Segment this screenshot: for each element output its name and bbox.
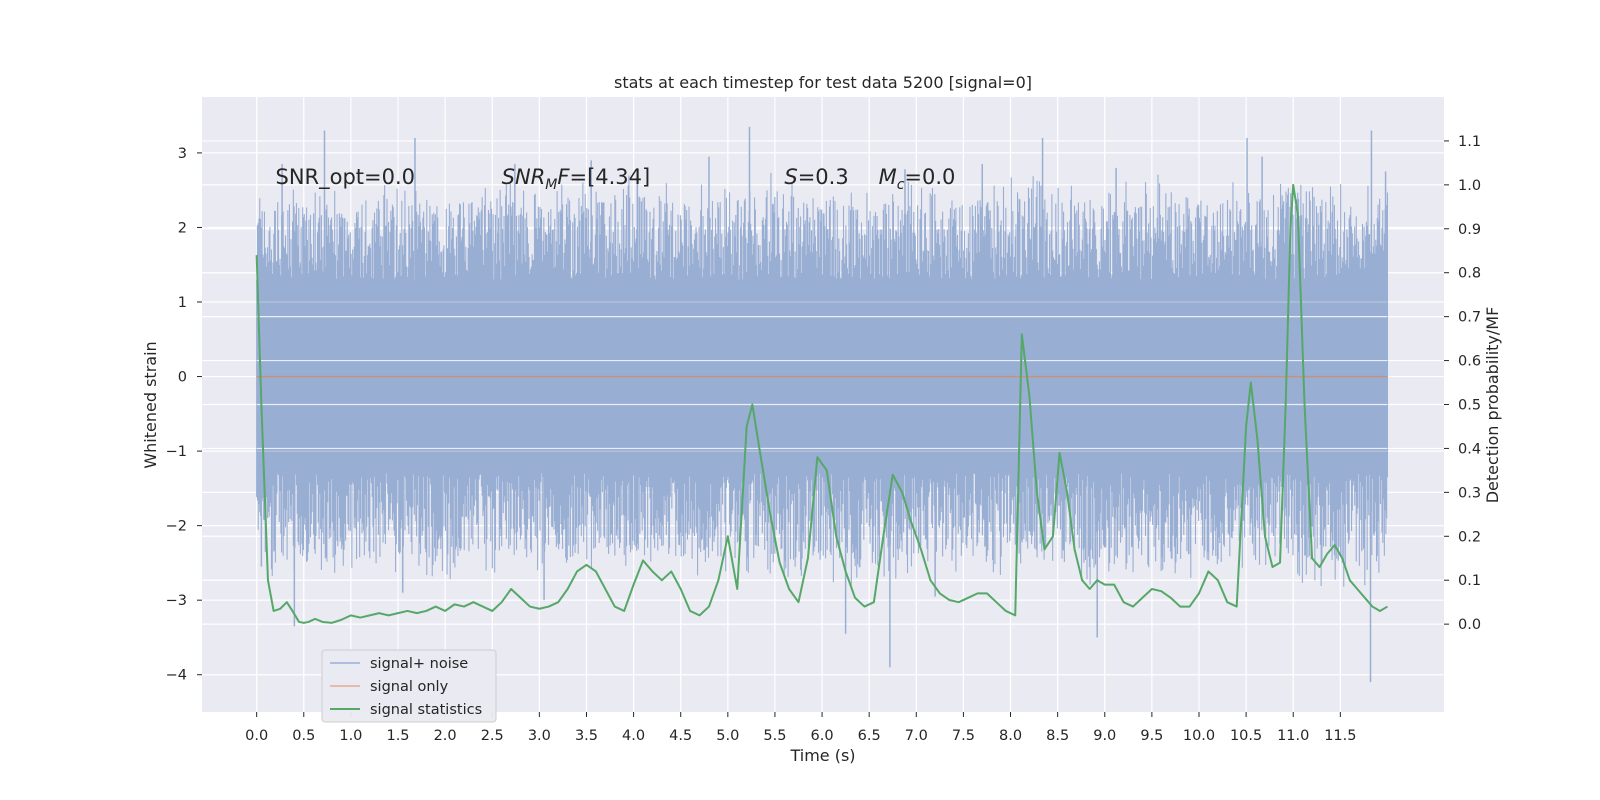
y-left-tick-label: −1 (166, 444, 187, 460)
x-tick-label: 7.0 (905, 728, 928, 744)
signal-statistics-line (255, 183, 1388, 624)
series-signal-statistics (255, 183, 1388, 624)
x-tick-label: 3.0 (528, 728, 551, 744)
annotation-text: SNR_opt=0.0 (276, 165, 416, 190)
y-left-tick-label: 0 (178, 370, 187, 386)
y-right-tick-label: 1.1 (1458, 134, 1481, 150)
y-left-tick-label: 1 (178, 295, 187, 311)
annotation-text: S=0.3 (784, 165, 848, 189)
y-right-tick-label: 0.1 (1458, 573, 1481, 589)
x-tick-label: 6.5 (858, 728, 881, 744)
y-right-tick-label: 0.7 (1458, 310, 1481, 326)
x-tick-label: 10.5 (1230, 728, 1262, 744)
y-right-tick-label: 0.8 (1458, 266, 1481, 282)
x-tick-label: 3.5 (575, 728, 598, 744)
legend-box (321, 649, 497, 723)
x-tick-label: 2.0 (434, 728, 457, 744)
x-tick-label: 7.5 (952, 728, 975, 744)
y-right-tick-label: 0.5 (1458, 398, 1481, 414)
y-right-tick-label: 0.2 (1458, 529, 1481, 545)
x-tick-label: 5.5 (763, 728, 786, 744)
y-left-tick-label: −3 (166, 593, 187, 609)
y-right-tick-label: 0.9 (1458, 222, 1481, 238)
legend: signal+ noise signal only signal statist… (321, 649, 497, 723)
legend-label-signal-only: signal only (370, 679, 449, 695)
x-tick-label: 4.0 (622, 728, 645, 744)
x-tick-label: 11.0 (1277, 728, 1309, 744)
x-tick-label: 10.0 (1183, 728, 1215, 744)
x-tick-label: 6.0 (811, 728, 834, 744)
legend-label-signal-statistics: signal statistics (370, 702, 482, 718)
y-left-tick-label: −4 (166, 668, 187, 684)
y-right-tick-label: 0.3 (1458, 485, 1481, 501)
y-left-tick-label: 2 (178, 220, 187, 236)
x-tick-label: 5.0 (716, 728, 739, 744)
x-tick-label: 11.5 (1324, 728, 1356, 744)
x-tick-label: 1.0 (339, 728, 362, 744)
annotation-text: SNRMF=[4.34] (502, 165, 651, 193)
x-tick-label: 8.5 (1046, 728, 1069, 744)
x-tick-label: 2.5 (481, 728, 504, 744)
y-right-axis-label: Detection probability/MF (1483, 307, 1502, 504)
x-tick-label: 1.5 (386, 728, 409, 744)
x-axis-ticks: 0.0 0.5 1.0 1.5 2.0 2.5 3.0 3.5 4.0 4.5 5.0 5.5 6.0 6… (245, 712, 1356, 744)
y-left-tick-label: 3 (178, 146, 187, 162)
x-tick-label: 9.5 (1140, 728, 1163, 744)
y-right-axis-ticks: 1.1 1.0 0.9 0.8 0.7 0.6 0.5 0.4 0.3 0.2 0.1 0.0 (1444, 134, 1481, 633)
legend-label-signal-noise: signal+ noise (370, 656, 468, 672)
x-tick-label: 9.0 (1093, 728, 1116, 744)
x-tick-label: 8.0 (999, 728, 1022, 744)
chart-title: stats at each timestep for test data 520… (614, 73, 1032, 92)
x-tick-label: 0.5 (292, 728, 315, 744)
y-right-tick-label: 0.4 (1458, 441, 1481, 457)
y-left-axis-label: Whitened strain (141, 341, 160, 468)
annotations: SNR_opt=0.0 SNRMF=[4.34] S=0.3 Mc=0.0 (276, 165, 956, 193)
grid-overlay (256, 301, 1388, 452)
y-left-axis-ticks: 3 2 1 0 −1 −2 −3 −4 (166, 146, 202, 684)
y-right-tick-label: 1.0 (1458, 178, 1481, 194)
x-tick-label: 4.5 (669, 728, 692, 744)
x-axis-label: Time (s) (789, 746, 855, 765)
y-right-tick-label: 0.6 (1458, 354, 1481, 370)
annotation-text: Mc=0.0 (879, 165, 956, 193)
y-right-tick-label: 0.0 (1458, 617, 1481, 633)
y-left-tick-label: −2 (166, 519, 187, 535)
x-tick-label: 0.0 (245, 728, 268, 744)
